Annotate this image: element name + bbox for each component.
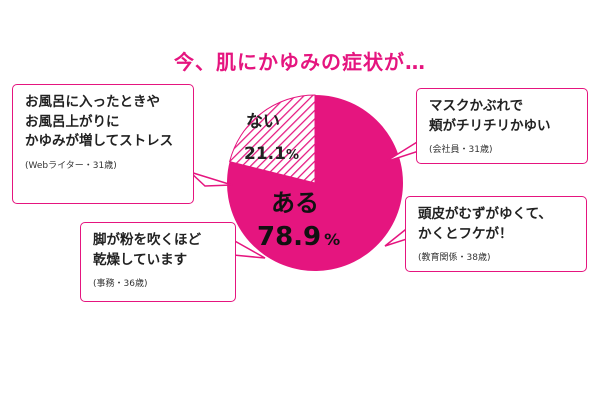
slice-value-aru: 78.9% bbox=[257, 222, 340, 252]
slice-value-nai: 21.1% bbox=[244, 144, 299, 164]
attribution: (Webライター・31歳) bbox=[25, 160, 117, 171]
chart-title: 今、肌にかゆみの症状が… bbox=[174, 50, 426, 74]
quote-bubble-scalp: 頭皮がむずがゆくて、 かくとフケが！ (教育関係・38歳) bbox=[405, 196, 587, 272]
quote-text: マスクかぶれで 頬がチリチリかゆい bbox=[429, 98, 551, 134]
attribution: (会社員・31歳) bbox=[429, 145, 493, 156]
quote-bubble-mask: マスクかぶれで 頬がチリチリかゆい (会社員・31歳) bbox=[416, 88, 588, 164]
slice-label-nai: ない bbox=[246, 112, 280, 132]
quote-bubble-legs: 脚が粉を吹くほど 乾燥しています (事務・36歳) bbox=[80, 222, 236, 302]
quote-text: お風呂に入ったときや お風呂上がりに かゆみが増してストレス bbox=[25, 94, 174, 150]
quote-text: 脚が粉を吹くほど 乾燥しています bbox=[93, 232, 201, 268]
quote-text: 頭皮がむずがゆくて、 かくとフケが！ bbox=[418, 206, 552, 242]
quote-bubble-bath: お風呂に入ったときや お風呂上がりに かゆみが増してストレス (Webライター・31… bbox=[12, 84, 194, 204]
attribution: (教育関係・38歳) bbox=[418, 253, 491, 264]
connector-bubble-0 bbox=[189, 171, 233, 187]
slice-nai bbox=[229, 94, 316, 184]
attribution: (事務・36歳) bbox=[93, 279, 148, 290]
slice-label-aru: ある bbox=[271, 189, 319, 217]
